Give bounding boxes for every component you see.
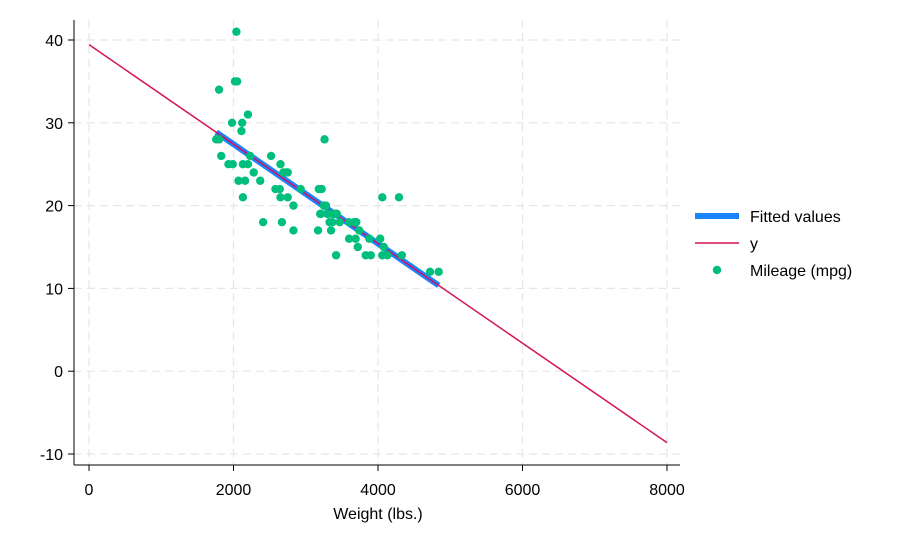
x-tick-label: 6000	[505, 482, 541, 499]
scatter-points	[211, 27, 443, 277]
data-point	[256, 176, 265, 185]
data-point	[271, 184, 280, 194]
data-point	[283, 193, 292, 202]
data-point	[238, 193, 248, 202]
data-point	[361, 251, 370, 260]
y-tick-label: 0	[54, 364, 63, 381]
x-tick-label: 8000	[649, 482, 685, 499]
x-tick-label: 4000	[360, 482, 396, 499]
data-point	[335, 217, 344, 227]
data-point	[227, 118, 237, 128]
legend-label: Fitted values	[750, 209, 841, 226]
data-point	[375, 234, 385, 243]
data-point	[379, 242, 388, 252]
data-point	[234, 176, 243, 185]
data-point	[289, 226, 298, 235]
data-point	[296, 184, 305, 194]
gridlines	[74, 20, 680, 465]
data-point	[344, 234, 354, 243]
data-point	[331, 251, 341, 260]
data-point	[397, 251, 407, 260]
axes	[73, 20, 680, 466]
x-tick-label: 0	[85, 482, 94, 499]
data-point	[321, 201, 331, 210]
ticks: -10 0 10 20 30 40 0 2000 4000 6000 8000	[40, 33, 685, 499]
data-point	[331, 209, 341, 219]
data-point	[353, 242, 362, 252]
legend-label: Mileage (mpg)	[750, 263, 852, 280]
x-tick-label: 2000	[216, 482, 252, 499]
data-point	[313, 226, 323, 235]
data-point	[240, 176, 250, 185]
data-point	[214, 85, 224, 94]
y-line	[88, 44, 668, 444]
data-point	[344, 217, 354, 227]
data-point	[425, 267, 435, 277]
y-tick-label: -10	[40, 447, 63, 464]
data-point	[316, 209, 325, 219]
data-point	[276, 193, 285, 202]
data-point	[365, 234, 374, 243]
y-tick-label: 40	[45, 33, 63, 50]
data-point	[277, 217, 287, 227]
data-point	[238, 160, 248, 169]
data-point	[289, 201, 298, 210]
data-point	[237, 118, 247, 128]
data-point	[355, 226, 364, 235]
data-point	[352, 217, 361, 227]
data-point	[351, 234, 360, 243]
data-point	[217, 151, 226, 161]
data-point	[378, 193, 387, 202]
data-point	[325, 217, 334, 227]
data-point	[243, 110, 253, 119]
data-point	[232, 77, 242, 86]
data-point	[211, 135, 221, 144]
data-point	[434, 267, 443, 277]
data-point	[266, 151, 276, 161]
data-point	[237, 126, 246, 136]
legend-label: y	[750, 236, 758, 253]
legend-key-mileage	[712, 265, 722, 275]
data-point	[383, 251, 392, 260]
y-tick-label: 10	[45, 281, 63, 298]
data-point	[326, 226, 336, 235]
data-point	[249, 168, 258, 177]
data-point	[317, 184, 326, 194]
legend: Fitted values y Mileage (mpg)	[695, 209, 852, 280]
data-point	[258, 217, 268, 227]
data-point	[394, 193, 404, 202]
data-point	[279, 168, 288, 177]
data-point	[276, 160, 285, 169]
data-point	[320, 135, 329, 144]
data-point	[245, 151, 255, 161]
x-axis-title: Weight (lbs.)	[333, 506, 423, 523]
y-tick-label: 20	[45, 199, 63, 216]
data-point	[232, 27, 241, 36]
data-point	[228, 160, 237, 169]
y-tick-label: 30	[45, 116, 63, 133]
